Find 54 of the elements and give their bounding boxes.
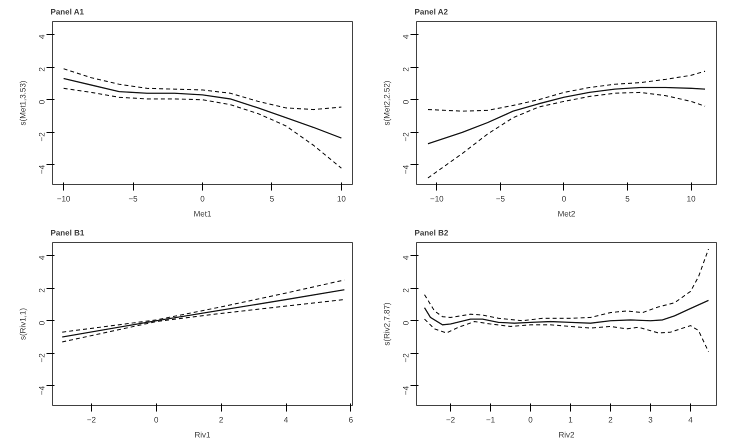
x-tick-label: 2 <box>218 416 224 424</box>
y-tick-label: −4 <box>38 385 46 396</box>
y-tick-label: 2 <box>38 66 46 72</box>
x-tick-label: 1 <box>568 416 574 424</box>
x-tick-label: −10 <box>56 194 71 204</box>
x-tick-label: −5 <box>128 194 138 204</box>
x-tick-label: 4 <box>688 416 694 424</box>
y-tick-label: 0 <box>38 99 46 104</box>
x-tick-label: 5 <box>625 194 630 204</box>
x-tick-label: 10 <box>336 194 346 204</box>
x-tick-label: −1 <box>486 416 496 424</box>
y-axis-title: s(Riv2,7.87) <box>382 302 392 346</box>
x-axis-title: Riv2 <box>558 430 576 440</box>
y-tick-label: −4 <box>38 164 46 174</box>
x-tick-label: 10 <box>686 194 696 204</box>
x-tick-label: 0 <box>200 194 206 204</box>
x-tick-label: 4 <box>284 416 289 424</box>
x-tick-label: −2 <box>86 416 97 424</box>
y-tick-label: −2 <box>402 132 410 142</box>
y-axis-title: s(Met1,3.53) <box>18 80 28 126</box>
x-tick-label: 0 <box>528 416 534 424</box>
chart-title: Panel A2 <box>414 8 449 16</box>
y-axis-title: s(Met2,2.52) <box>382 80 392 126</box>
y-tick-label: 4 <box>38 254 46 260</box>
x-tick-label: 0 <box>154 416 160 424</box>
y-tick-label: 2 <box>402 66 410 72</box>
y-tick-label: 4 <box>402 34 410 39</box>
y-tick-label: 0 <box>402 99 410 104</box>
y-tick-label: 0 <box>402 320 410 326</box>
x-tick-label: −10 <box>430 194 444 204</box>
y-tick-label: −4 <box>402 164 410 174</box>
x-tick-label: −2 <box>446 416 456 424</box>
x-axis-title: Riv1 <box>194 430 212 440</box>
y-tick-label: −2 <box>402 352 410 362</box>
y-tick-label: 4 <box>38 34 46 39</box>
y-tick-label: 2 <box>38 288 46 293</box>
y-tick-label: −2 <box>38 132 46 142</box>
x-tick-label: 5 <box>270 194 275 204</box>
y-axis-title: s(Riv1,1) <box>18 308 28 340</box>
x-tick-label: 2 <box>608 416 614 424</box>
y-tick-label: 4 <box>402 254 410 260</box>
y-tick-label: 2 <box>402 288 410 293</box>
x-axis-title: Met2 <box>558 210 576 218</box>
y-tick-label: −4 <box>402 385 410 396</box>
chart-title: Panel B1 <box>50 228 85 238</box>
x-tick-label: 0 <box>562 194 567 204</box>
x-axis-title: Met1 <box>194 210 212 218</box>
chart-title: Panel B2 <box>414 228 449 238</box>
y-tick-label: −2 <box>38 352 46 362</box>
x-tick-label: −5 <box>496 194 506 204</box>
chart-title: Panel A1 <box>50 8 85 16</box>
x-tick-label: 6 <box>348 416 354 424</box>
x-tick-label: 3 <box>648 416 654 424</box>
y-tick-label: 0 <box>38 320 46 326</box>
